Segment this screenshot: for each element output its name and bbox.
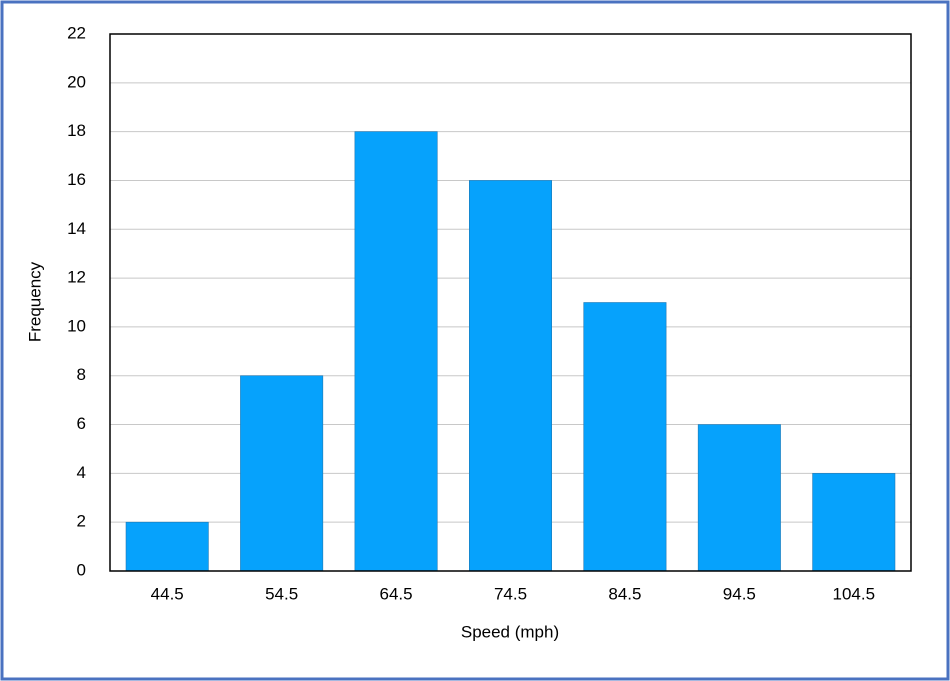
x-tick-label: 54.5 [265, 584, 298, 603]
y-tick-label: 8 [77, 365, 86, 384]
plot-area: 0 2 4 6 8 10 12 14 16 18 20 22 44.5 54.5 64.5 74.5 84.5 9… [67, 23, 911, 603]
y-tick-label: 10 [67, 316, 86, 335]
x-tick-label: 104.5 [833, 584, 876, 603]
y-tick-label: 18 [67, 121, 86, 140]
bar [697, 424, 781, 572]
y-tick-label: 6 [77, 414, 86, 433]
bar [812, 473, 896, 572]
bar [583, 302, 667, 572]
bar [125, 521, 209, 572]
y-tick-label: 20 [67, 72, 86, 91]
y-axis-label: Frequency [25, 261, 44, 342]
y-tick-label: 2 [77, 512, 86, 531]
y-tick-label: 4 [77, 463, 86, 482]
x-tick-label: 44.5 [151, 584, 184, 603]
x-axis-label: Speed (mph) [461, 622, 559, 641]
y-tick-label: 12 [67, 268, 86, 287]
x-tick-label: 64.5 [380, 584, 413, 603]
bar [469, 180, 552, 572]
y-tick-label: 22 [67, 23, 86, 42]
y-tick-label: 14 [67, 219, 86, 238]
plot-border [109, 33, 912, 572]
x-tick-label: 94.5 [723, 584, 756, 603]
bar [354, 131, 438, 572]
x-tick-label: 74.5 [494, 584, 527, 603]
x-tick-label: 84.5 [608, 584, 641, 603]
y-tick-label: 16 [67, 170, 86, 189]
bar [240, 375, 324, 572]
y-tick-label: 0 [77, 560, 86, 579]
